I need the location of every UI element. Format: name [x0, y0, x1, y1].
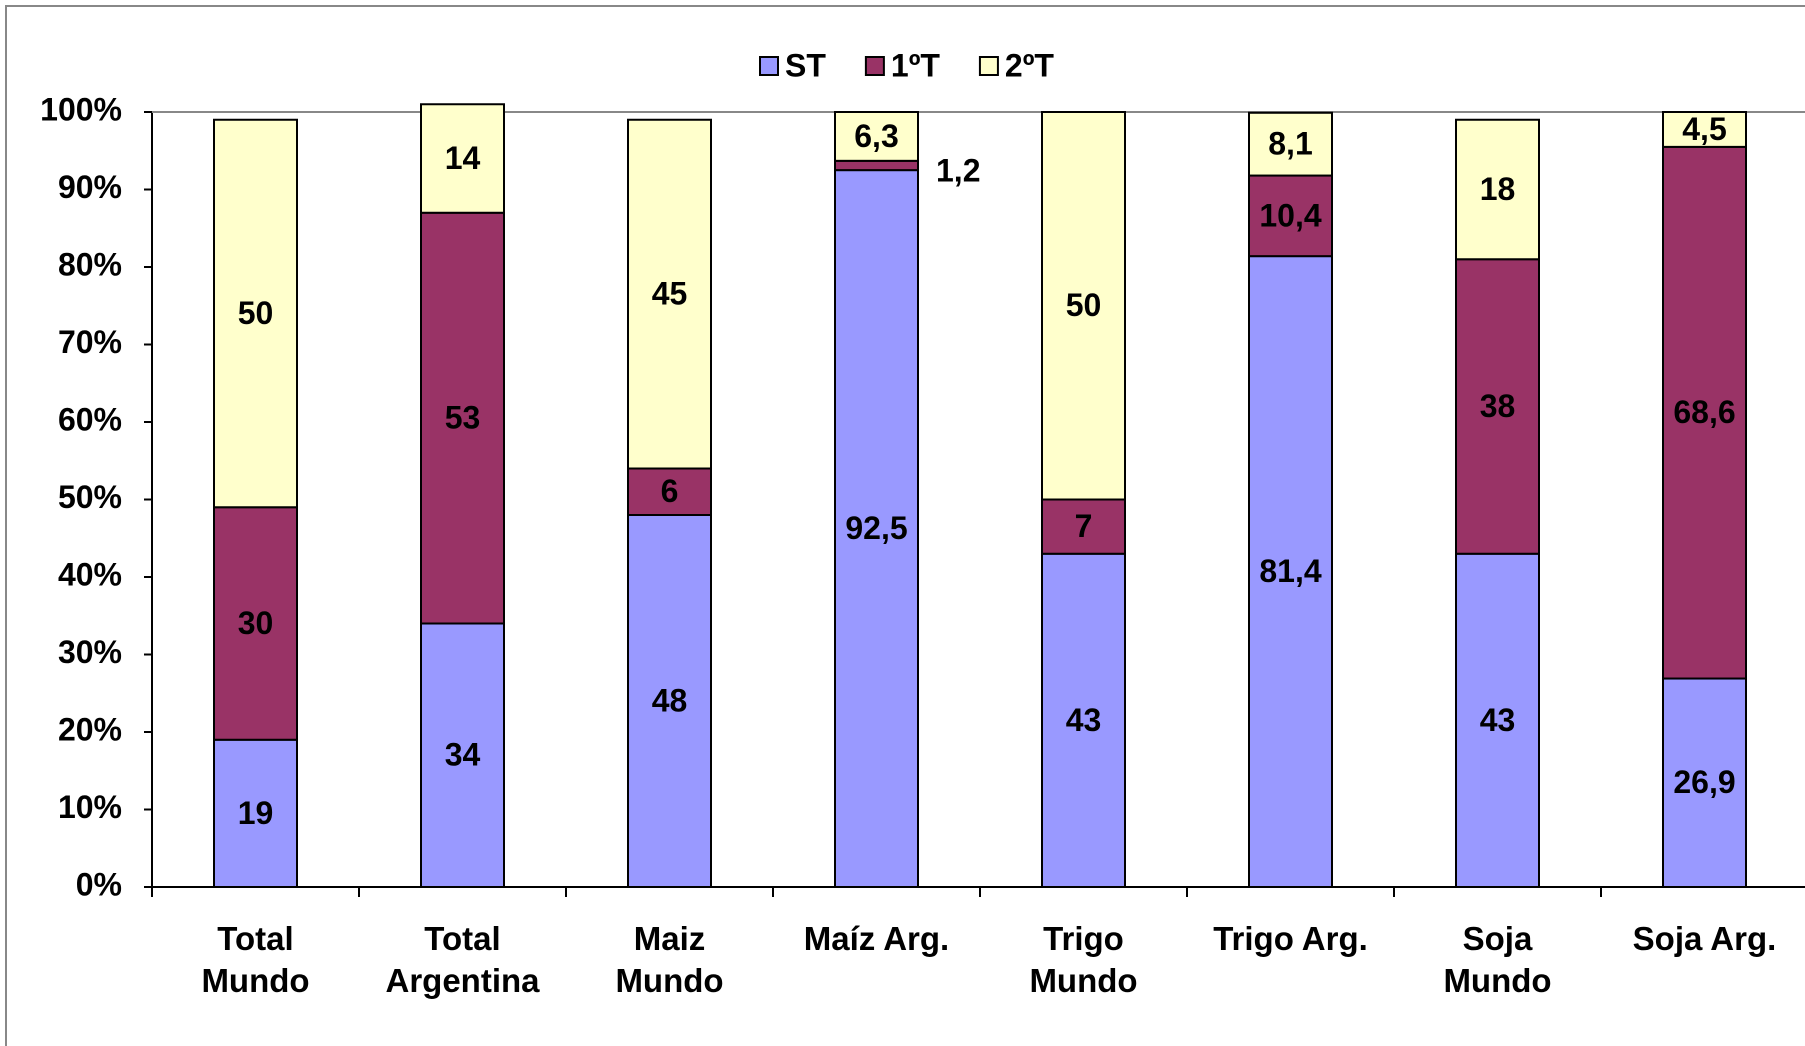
y-tick-label: 70% — [58, 324, 122, 360]
bar-segment — [627, 467, 712, 516]
x-tick-label: Soja Mundo — [1443, 920, 1552, 999]
data-label: 18 — [1480, 171, 1516, 207]
data-label: 7 — [1075, 508, 1093, 544]
bar-segment — [1041, 498, 1126, 555]
data-label: 43 — [1480, 702, 1516, 738]
legend-label: 2ºT — [1005, 47, 1054, 83]
y-tick-label: 60% — [58, 401, 122, 437]
y-tick-label: 50% — [58, 479, 122, 515]
data-label: 4,5 — [1682, 111, 1726, 147]
y-tick-label: 90% — [58, 169, 122, 205]
y-tick-label: 30% — [58, 634, 122, 670]
data-label: 30 — [238, 605, 274, 641]
legend-label: 1ºT — [891, 47, 940, 83]
data-label: 43 — [1066, 702, 1102, 738]
y-tick-label: 40% — [58, 556, 122, 592]
data-label: 10,4 — [1259, 197, 1321, 233]
bar-segment — [1662, 111, 1747, 148]
data-label: 34 — [445, 737, 481, 773]
data-label: 81,4 — [1259, 553, 1321, 589]
legend-swatch — [759, 56, 779, 76]
bar-segment — [420, 211, 505, 625]
data-label: 50 — [238, 295, 274, 331]
data-label: 14 — [445, 140, 481, 176]
bar-segment — [834, 159, 919, 172]
bar-segment — [1041, 111, 1126, 501]
x-tick-label: Total Argentina — [385, 920, 540, 999]
legend-swatch — [978, 56, 999, 76]
bar-segment — [1455, 552, 1540, 888]
data-label: 6,3 — [854, 118, 898, 154]
y-tick-label: 100% — [40, 91, 122, 127]
x-tick-label: Maíz Arg. — [803, 920, 950, 957]
x-tick-label: Maiz Mundo — [615, 920, 724, 999]
bar-segment — [1248, 255, 1333, 888]
legend-label: ST — [785, 47, 826, 83]
data-label: 53 — [445, 400, 481, 436]
y-tick-label: 10% — [58, 789, 122, 825]
data-label: 19 — [238, 795, 274, 831]
x-tick-label: Trigo Mundo — [1029, 920, 1138, 999]
bar-segment — [834, 111, 919, 162]
bar-segment — [1248, 111, 1333, 177]
x-tick-label: Total Mundo — [201, 920, 310, 999]
data-label: 50 — [1066, 287, 1102, 323]
data-label: 48 — [652, 682, 688, 718]
bar-segment — [627, 514, 712, 888]
data-label: 1,2 — [936, 152, 980, 188]
data-label: 38 — [1480, 388, 1516, 424]
x-tick-label: Trigo Arg. — [1213, 920, 1368, 957]
bar-segment — [834, 169, 919, 888]
chart-frame — [5, 5, 1805, 1046]
x-tick-label: Soja Arg. — [1632, 920, 1777, 957]
bar-segment — [1662, 145, 1747, 680]
data-label: 26,9 — [1673, 764, 1735, 800]
bar-segment — [1455, 258, 1540, 555]
data-label: 6 — [661, 473, 679, 509]
data-label: 68,6 — [1673, 394, 1735, 430]
y-tick-label: 20% — [58, 711, 122, 747]
bar-segment — [213, 118, 298, 509]
bar-segment — [1041, 552, 1126, 888]
data-label: 8,1 — [1268, 126, 1312, 162]
data-label: 45 — [652, 276, 688, 312]
y-tick-label: 80% — [58, 246, 122, 282]
bar-segment — [1455, 118, 1540, 261]
legend-swatch — [864, 56, 885, 76]
y-tick-label: 0% — [76, 866, 122, 902]
bar-segment — [1248, 174, 1333, 258]
data-label: 92,5 — [845, 510, 907, 546]
bar-segment — [627, 118, 712, 470]
bar-segment — [420, 103, 505, 214]
